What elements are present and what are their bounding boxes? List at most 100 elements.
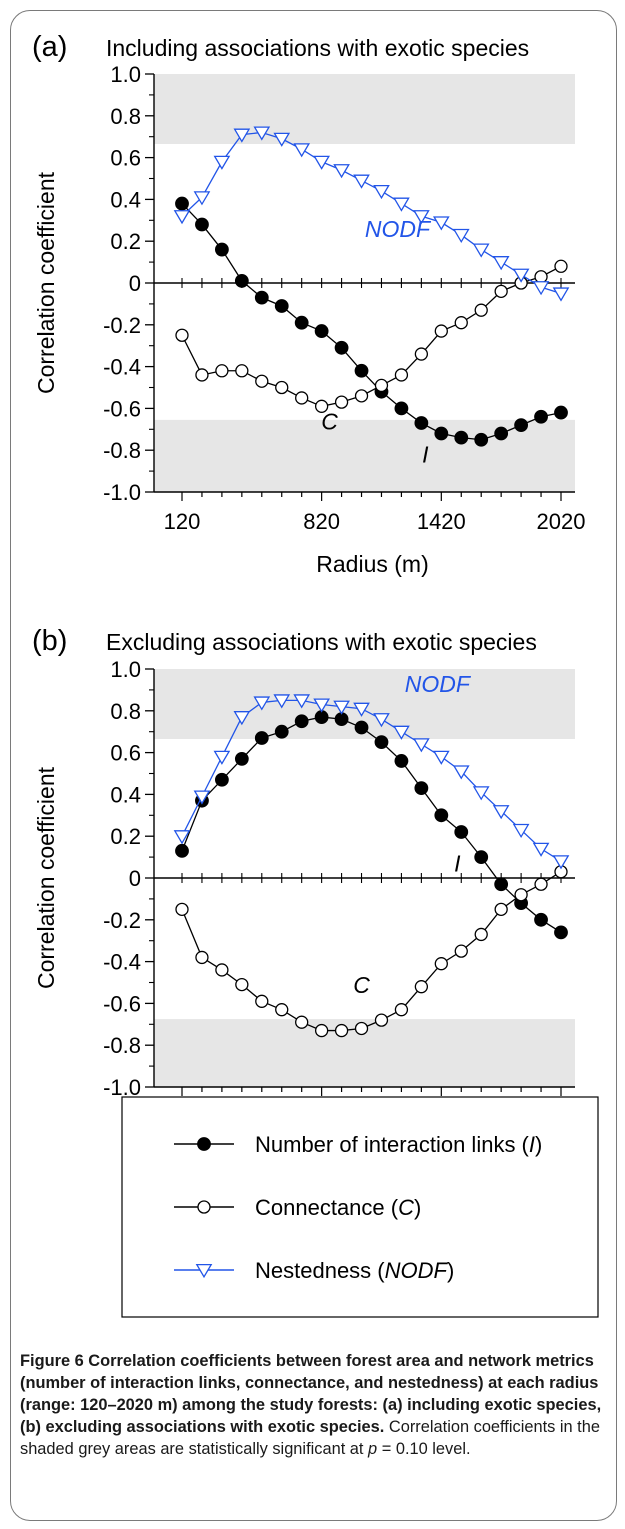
data-point-nodf (313, 155, 330, 170)
data-point-i (234, 751, 249, 766)
data-point-nodf (413, 738, 430, 753)
data-point-c (235, 364, 249, 378)
y-tick-label: 0 (129, 271, 141, 296)
data-point-nodf (353, 702, 370, 717)
data-point-c (215, 364, 229, 378)
data-point-nodf (532, 842, 550, 857)
data-point-c (255, 374, 269, 388)
data-point-c (334, 1023, 349, 1038)
caption-p-variable: p (368, 1440, 378, 1458)
data-point-i (354, 720, 369, 735)
data-point-nodf (373, 184, 390, 200)
data-point-c (354, 389, 369, 403)
data-point-i (414, 416, 429, 430)
data-point-i (354, 363, 369, 378)
legend: Number of interaction links (I) Connectan… (121, 1096, 599, 1318)
data-point-nodf (393, 725, 410, 740)
data-point-c (314, 1023, 329, 1038)
data-point-i (334, 712, 349, 727)
data-point-c (434, 957, 448, 971)
data-point-c (175, 902, 189, 916)
data-point-i (234, 274, 249, 288)
data-point-i (394, 754, 409, 768)
x-tick-label: 820 (303, 509, 340, 534)
panel-label: (a) (32, 31, 67, 63)
data-point-nodf (273, 694, 291, 709)
data-point-nodf (452, 228, 470, 244)
data-point-nodf (472, 243, 490, 258)
data-point-nodf (552, 855, 570, 870)
y-tick-label: -0.2 (103, 908, 141, 933)
data-point-i (294, 714, 309, 729)
data-point-i (534, 912, 548, 927)
data-point-i (474, 850, 489, 864)
data-point-c (474, 303, 488, 317)
data-point-i (454, 825, 469, 839)
y-axis-label: Correlation coefficient (33, 171, 59, 394)
data-point-c (394, 1003, 409, 1017)
x-tick-label: 2020 (537, 509, 586, 534)
data-point-c (534, 877, 548, 891)
y-tick-label: 0.8 (110, 104, 141, 129)
data-point-i (254, 731, 269, 745)
data-point-nodf (333, 164, 350, 179)
significance-band-upper (154, 74, 575, 145)
y-axis-label: Correlation coefficient (33, 766, 59, 989)
data-point-c (494, 902, 508, 916)
data-point-i (175, 843, 189, 858)
data-point-nodf (532, 281, 550, 296)
data-point-i (414, 781, 429, 796)
caption-body-end: = 0.10 level. (377, 1440, 471, 1458)
y-tick-label: -1.0 (103, 480, 141, 505)
data-point-nodf (472, 786, 490, 801)
legend-label: Nestedness (NODF) (255, 1258, 454, 1283)
data-point-c (314, 399, 329, 413)
data-point-nodf (293, 143, 311, 158)
data-point-i (434, 426, 449, 441)
data-point-nodf (233, 711, 251, 726)
data-point-nodf (492, 805, 510, 820)
legend-marker (195, 1263, 213, 1279)
data-point-c (374, 1013, 389, 1027)
data-point-i (374, 735, 389, 750)
data-point-c (414, 980, 429, 994)
data-point-nodf (193, 790, 211, 805)
data-point-nodf (273, 132, 291, 147)
data-point-i (394, 401, 409, 416)
x-axis-label: Radius (m) (316, 551, 428, 577)
data-point-nodf (373, 713, 390, 728)
data-point-i (195, 217, 209, 232)
data-point-nodf (333, 700, 350, 715)
y-tick-label: -0.8 (103, 438, 141, 463)
data-point-c (235, 977, 249, 992)
data-point-i (494, 426, 509, 441)
data-point-i (314, 324, 329, 338)
data-point-i (474, 432, 489, 447)
data-point-i (274, 299, 289, 313)
data-point-c (354, 1021, 369, 1036)
y-tick-label: -1.0 (103, 1075, 141, 1100)
data-point-c (474, 927, 488, 942)
legend-label: Number of interaction links (I) (255, 1132, 542, 1157)
y-tick-label: 0.2 (110, 229, 141, 254)
figure-caption: Figure 6 Correlation coefficients betwee… (20, 1350, 605, 1460)
y-tick-label: -0.2 (103, 313, 141, 338)
data-point-i (494, 877, 509, 892)
data-point-nodf (253, 126, 271, 141)
legend-marker (197, 1200, 211, 1214)
series-annotation: I (422, 442, 429, 468)
y-tick-label: 1.0 (110, 62, 141, 87)
data-point-nodf (432, 750, 450, 765)
panel-title: Excluding associations with exotic speci… (106, 629, 537, 655)
data-point-nodf (393, 197, 410, 212)
series-line-c (181, 871, 562, 1032)
legend-marker (197, 1137, 211, 1151)
y-tick-label: -0.6 (103, 991, 141, 1016)
data-point-c (255, 994, 269, 1008)
panel-b: 1.00.80.60.40.20-0.2-0.4-0.6-0.8-1.01208… (32, 625, 585, 1172)
data-point-c (334, 395, 349, 409)
data-point-nodf (452, 765, 470, 780)
data-point-c (394, 368, 409, 382)
series-annotation: I (454, 851, 461, 877)
